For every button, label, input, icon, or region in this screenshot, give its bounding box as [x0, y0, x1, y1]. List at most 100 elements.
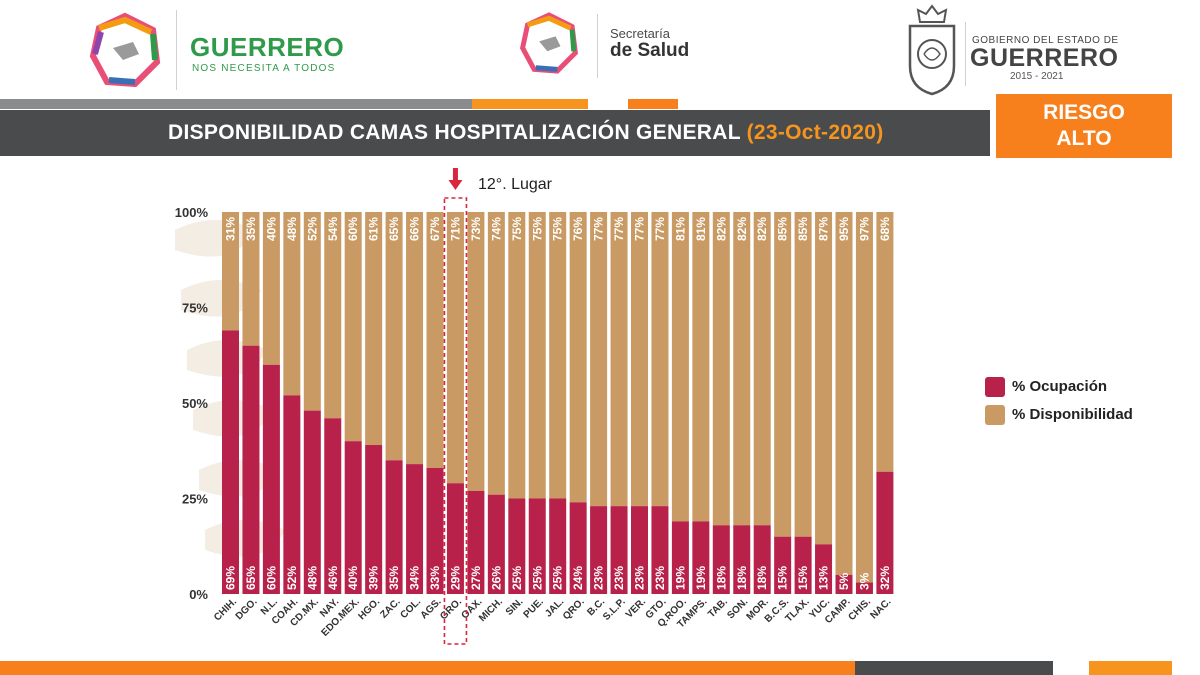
data-label-disponibilidad: 75% — [510, 217, 524, 241]
bar-ocupacion — [242, 345, 260, 594]
data-label-disponibilidad: 75% — [551, 217, 565, 241]
data-label-ocupacion: 69% — [224, 566, 238, 590]
salud-logo-icon — [519, 12, 579, 74]
bar-disponibilidad — [651, 212, 669, 507]
bar-disponibilidad — [569, 212, 587, 503]
x-category-label: DGO. — [234, 596, 260, 622]
bar-disponibilidad — [631, 212, 648, 507]
data-label-ocupacion: 23% — [592, 566, 606, 590]
data-label-ocupacion: 46% — [326, 566, 340, 590]
bar-ocupacion — [344, 441, 362, 594]
legend-swatch-ocupacion — [985, 377, 1005, 397]
data-label-disponibilidad: 77% — [653, 217, 667, 241]
bar-ocupacion — [549, 498, 567, 594]
bar-ocupacion — [446, 483, 464, 594]
data-label-ocupacion: 19% — [694, 566, 708, 590]
y-tick-label: 75% — [182, 301, 208, 316]
data-label-disponibilidad: 61% — [367, 217, 381, 241]
data-label-disponibilidad: 48% — [285, 217, 299, 241]
bar-ocupacion — [365, 445, 383, 594]
data-label-ocupacion: 18% — [735, 566, 749, 590]
salud-line1: Secretaría — [610, 26, 670, 41]
highlight-group — [443, 168, 468, 645]
bar-ocupacion — [692, 521, 710, 594]
bar-disponibilidad — [855, 212, 873, 583]
gob-line2: GUERRERO — [970, 44, 1119, 72]
bar-ocupacion — [324, 418, 342, 594]
data-label-ocupacion: 26% — [489, 566, 503, 590]
bar-disponibilidad — [365, 212, 383, 446]
data-label-disponibilidad: 85% — [776, 217, 790, 241]
salud-line2: de Salud — [610, 40, 690, 61]
title-bar — [0, 110, 990, 156]
data-label-ocupacion: 3% — [857, 572, 871, 590]
bar-ocupacion — [671, 521, 689, 594]
data-label-ocupacion: 29% — [448, 566, 462, 590]
bar-ocupacion — [815, 544, 833, 594]
data-label-disponibilidad: 71% — [448, 217, 462, 241]
data-label-disponibilidad: 31% — [224, 217, 238, 241]
bar-disponibilidad — [876, 212, 894, 472]
bar-ocupacion — [774, 536, 792, 594]
data-label-ocupacion: 18% — [714, 566, 728, 590]
x-category-label: S.L.P. — [601, 596, 628, 623]
y-tick-label: 100% — [175, 205, 209, 220]
bar-ocupacion — [508, 498, 526, 594]
guerrero-logo-icon — [89, 12, 161, 88]
bar-ocupacion — [712, 525, 730, 594]
data-label-disponibilidad: 65% — [387, 217, 401, 241]
data-label-disponibilidad: 81% — [673, 217, 687, 241]
data-label-ocupacion: 13% — [817, 566, 831, 590]
x-category-label: QRO. — [561, 596, 587, 622]
y-tick-label: 50% — [182, 396, 208, 411]
data-label-ocupacion: 19% — [673, 566, 687, 590]
risk-line1: RIESGO — [1043, 101, 1125, 124]
state-shield-icon — [908, 4, 956, 96]
data-label-disponibilidad: 54% — [326, 217, 340, 241]
x-category-label: COL. — [398, 596, 423, 621]
data-label-disponibilidad: 74% — [489, 217, 503, 241]
legend-swatch-disponibilidad — [985, 405, 1005, 425]
guerrero-subtitle: NOS NECESITA A TODOS — [192, 63, 336, 74]
bar-disponibilidad — [610, 212, 628, 507]
chart-title-date: (23-Oct-2020) — [746, 121, 884, 144]
bottom-stripe-gray — [855, 661, 1053, 675]
bar-disponibilidad — [222, 212, 239, 331]
data-label-ocupacion: 25% — [551, 566, 565, 590]
data-label-ocupacion: 15% — [796, 566, 810, 590]
legend-label-ocupacion: % Ocupación — [1012, 378, 1108, 395]
x-category-label: CHIS. — [846, 596, 873, 623]
bar-ocupacion — [406, 464, 424, 594]
y-tick-label: 0% — [189, 587, 208, 602]
bar-disponibilidad — [549, 212, 567, 499]
data-label-disponibilidad: 97% — [857, 217, 871, 241]
data-label-disponibilidad: 60% — [346, 217, 360, 241]
highlight-box — [443, 197, 468, 645]
top-stripe-gray — [0, 99, 472, 109]
data-label-disponibilidad: 82% — [714, 217, 728, 241]
chart-title-main: DISPONIBILIDAD CAMAS HOSPITALIZACIÓN GEN… — [168, 121, 741, 144]
bars: 69% 31% 65% 35% 60% 40% 52% 48% 48% 52% 46% 54% 40% 6… — [222, 212, 894, 594]
chart-title: DISPONIBILIDAD CAMAS HOSPITALIZACIÓN GEN… — [168, 121, 884, 145]
bar-disponibilidad — [794, 212, 812, 537]
data-label-disponibilidad: 87% — [817, 217, 831, 241]
bar-ocupacion — [835, 574, 853, 594]
data-label-disponibilidad: 77% — [633, 217, 647, 241]
data-label-disponibilidad: 35% — [244, 217, 258, 241]
bar-disponibilidad — [508, 212, 526, 499]
header-divider — [176, 10, 177, 90]
bar-ocupacion — [262, 364, 280, 594]
highlight-arrow-shaft — [452, 168, 458, 182]
gob-line1: GOBIERNO DEL ESTADO DE — [972, 35, 1119, 46]
data-label-ocupacion: 15% — [776, 566, 790, 590]
bar-disponibilidad — [262, 212, 280, 365]
x-category-label: VER. — [624, 596, 648, 620]
data-label-ocupacion: 27% — [469, 566, 483, 590]
bar-disponibilidad — [528, 212, 546, 499]
bar-ocupacion — [631, 506, 648, 594]
bar-ocupacion — [222, 330, 239, 594]
risk-line2: ALTO — [1056, 127, 1112, 150]
x-category-label: NAC. — [868, 596, 893, 621]
bar-disponibilidad — [487, 212, 505, 495]
data-label-ocupacion: 18% — [755, 566, 769, 590]
